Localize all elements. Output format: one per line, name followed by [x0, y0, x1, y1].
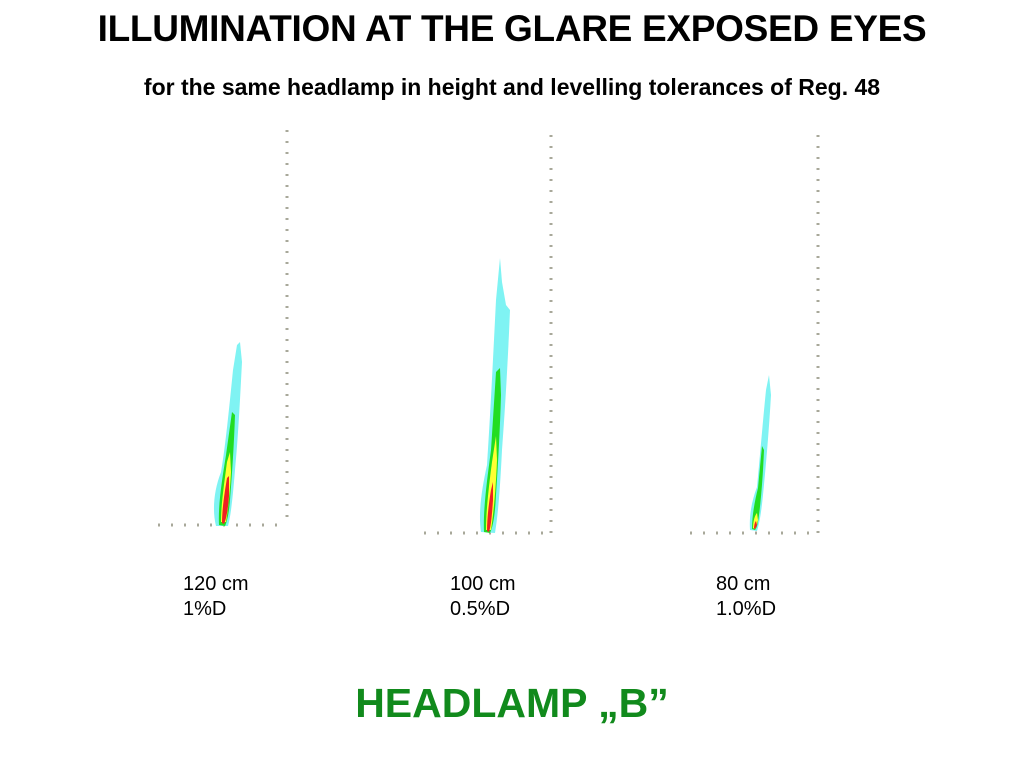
- isolux-green-2: [483, 368, 501, 533]
- isolux-red-2: [487, 482, 493, 532]
- panel-height-2: 100 cm: [450, 573, 516, 595]
- page-subtitle: for the same headlamp in height and leve…: [143, 74, 881, 100]
- page-title: ILLUMINATION AT THE GLARE EXPOSED EYES: [97, 8, 927, 49]
- panel-height-1: 120 cm: [183, 573, 249, 595]
- panel-levelling-3: 1.0%D: [716, 598, 777, 620]
- plot-panel-2: [424, 135, 553, 535]
- isolux-cyan-1: [213, 342, 242, 526]
- plot-panel-1: [158, 130, 289, 527]
- plot-panel-3: [690, 135, 820, 535]
- headlamp-label: HEADLAMP „B”: [355, 680, 669, 726]
- panel-levelling-1: 1%D: [183, 598, 227, 620]
- isolux-cyan-3: [749, 375, 771, 531]
- panel-caption-2: 100 cm 0.5%D: [450, 572, 516, 622]
- panel-caption-3: 80 cm 1.0%D: [716, 572, 776, 622]
- panel-levelling-2: 0.5%D: [450, 598, 511, 620]
- isolux-red-3: [754, 521, 757, 529]
- isolux-red-1: [222, 476, 229, 524]
- panel-caption-1: 120 cm 1%D: [183, 572, 249, 622]
- isolux-green-3: [752, 446, 764, 530]
- panel-height-3: 80 cm: [716, 573, 771, 595]
